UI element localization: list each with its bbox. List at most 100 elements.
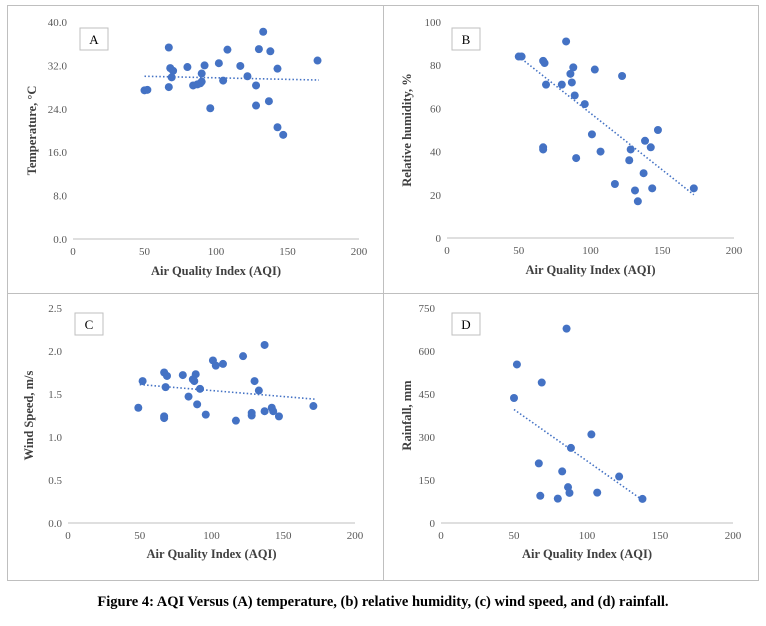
y-axis-title: Relative humidity, % <box>400 73 414 187</box>
chart-panel-b: 0 50 100 150 200 0 20 40 60 80 100 Air Quality Inde… <box>400 17 743 277</box>
y-tick-label: 0 <box>430 518 436 530</box>
data-point <box>558 467 567 476</box>
x-tick-label: 200 <box>351 246 368 258</box>
data-point <box>266 47 275 56</box>
data-point <box>206 104 215 113</box>
y-tick-label: 40.0 <box>48 17 68 29</box>
data-point <box>164 43 173 52</box>
y-tick-label: 300 <box>419 432 436 444</box>
x-tick-label: 150 <box>654 245 671 257</box>
data-point <box>569 63 578 72</box>
data-point <box>197 77 206 86</box>
data-point <box>178 371 187 380</box>
data-point <box>689 184 698 193</box>
x-axis-title: Air Quality Index (AQI) <box>526 263 656 277</box>
data-point <box>259 27 268 36</box>
chart-panel-d: 0 50 100 150 200 0 150 300 450 600 750 Air Quality … <box>400 303 742 561</box>
data-point <box>646 143 655 152</box>
x-tick-label: 150 <box>275 530 292 542</box>
data-point <box>615 472 624 481</box>
data-point <box>638 494 647 503</box>
data-point <box>610 180 619 188</box>
data-point <box>183 63 192 72</box>
y-axis-title: Wind Speed, m/s <box>22 371 36 461</box>
data-point <box>254 386 263 395</box>
data-point <box>219 76 228 85</box>
panel-label: A <box>89 32 99 47</box>
data-point <box>536 491 545 500</box>
data-point <box>618 72 627 80</box>
panel-label: B <box>462 32 471 47</box>
chart-panel-a: 0 50 100 150 200 0.0 8.0 16.0 24.0 32.0 40.0 Air Qu… <box>25 17 368 278</box>
data-point <box>190 377 199 386</box>
data-point <box>164 83 173 92</box>
data-point <box>313 56 322 65</box>
data-point <box>566 443 575 452</box>
panel-divider-horizontal <box>8 293 758 294</box>
data-point <box>160 414 169 423</box>
data-point <box>593 488 602 497</box>
x-tick-label: 0 <box>438 530 444 542</box>
data-point <box>201 410 210 419</box>
x-axis-title: Air Quality Index (AQI) <box>147 547 277 561</box>
x-tick-label: 0 <box>65 530 71 542</box>
data-point <box>169 66 178 75</box>
data-point <box>512 360 521 369</box>
data-point <box>639 169 648 178</box>
data-point <box>565 488 574 497</box>
x-tick-label: 200 <box>725 530 742 542</box>
y-tick-label: 600 <box>419 346 436 358</box>
y-tick-label: 2.0 <box>48 346 62 358</box>
y-tick-label: 32.0 <box>48 60 68 72</box>
y-axis-title: Rainfall, mm <box>400 380 414 451</box>
x-tick-label: 100 <box>203 530 220 542</box>
y-tick-label: 60 <box>430 103 442 115</box>
x-tick-label: 200 <box>726 245 743 257</box>
data-point <box>260 407 269 416</box>
x-tick-label: 100 <box>579 530 596 542</box>
data-point <box>269 407 278 416</box>
y-tick-label: 16.0 <box>48 147 68 159</box>
data-point <box>641 136 650 145</box>
data-point <box>653 126 662 134</box>
data-point <box>223 45 232 54</box>
data-point <box>540 59 549 68</box>
trendline <box>513 408 643 501</box>
x-tick-label: 200 <box>347 530 364 542</box>
y-tick-label: 0.0 <box>53 234 67 246</box>
x-axis-title: Air Quality Index (AQI) <box>151 264 281 278</box>
x-axis-title: Air Quality Index (AQI) <box>522 547 652 561</box>
data-point <box>167 73 176 82</box>
data-point <box>200 61 209 70</box>
data-point <box>143 85 152 94</box>
data-point <box>252 101 261 110</box>
data-point <box>633 197 642 206</box>
data-point <box>596 147 605 156</box>
y-tick-label: 0.5 <box>48 475 62 487</box>
data-point <box>630 186 639 195</box>
y-tick-label: 80 <box>430 60 442 72</box>
data-point <box>273 123 282 132</box>
data-point <box>243 72 252 81</box>
data-point <box>534 459 543 468</box>
y-tick-label: 450 <box>419 389 436 401</box>
data-point <box>134 403 143 412</box>
y-tick-label: 0.0 <box>48 518 62 530</box>
chart-panel-c: 0 50 100 150 200 0.0 0.5 1.0 1.5 2.0 2.5 Air Qualit… <box>22 303 364 561</box>
data-point <box>587 430 596 439</box>
x-tick-label: 50 <box>139 246 151 258</box>
y-tick-label: 750 <box>419 303 436 315</box>
data-point <box>517 52 526 61</box>
data-point <box>196 384 205 393</box>
data-point <box>250 377 259 386</box>
data-point <box>309 402 318 411</box>
y-tick-label: 24.0 <box>48 104 68 116</box>
y-tick-label: 2.5 <box>48 303 62 315</box>
data-point <box>184 392 193 401</box>
x-tick-label: 150 <box>652 530 669 542</box>
data-point <box>566 69 575 78</box>
data-point <box>254 45 263 54</box>
data-point <box>510 394 518 403</box>
data-point <box>590 65 599 74</box>
data-point <box>239 352 248 361</box>
